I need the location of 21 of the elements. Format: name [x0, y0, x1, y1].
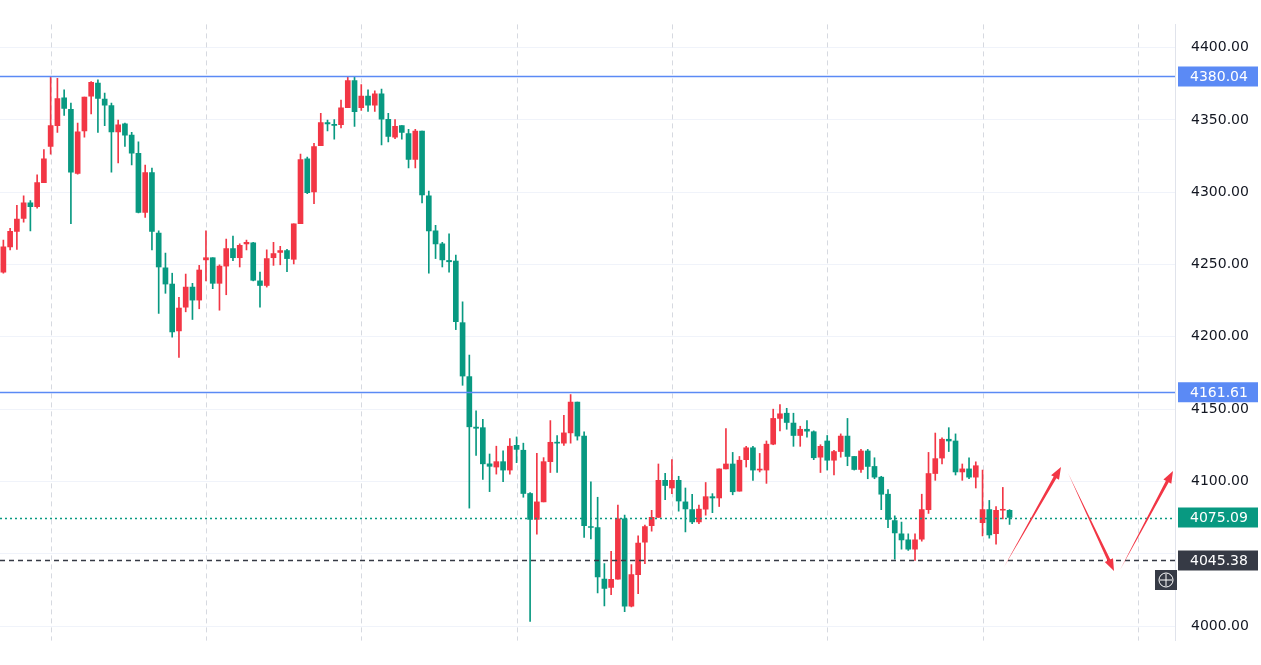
ref-line-label: 4380.04 — [1190, 68, 1248, 85]
y-tick-label: 4250.00 — [1191, 255, 1249, 272]
ref-line-label: 4161.61 — [1190, 384, 1248, 401]
candlestick — [203, 230, 209, 282]
candlestick — [331, 119, 338, 140]
candlestick — [534, 453, 540, 535]
candlestick — [277, 245, 284, 266]
y-tick-label: 4150.00 — [1191, 399, 1249, 416]
ref-line-label: 4045.38 — [1190, 552, 1248, 569]
ref-line-label: 4075.09 — [1190, 509, 1248, 526]
y-tick-label: 4350.00 — [1191, 110, 1249, 127]
candlestick — [257, 271, 263, 308]
y-tick-label: 4000.00 — [1191, 616, 1249, 633]
y-tick-label: 4300.00 — [1191, 182, 1249, 199]
y-tick-label: 4400.00 — [1191, 38, 1249, 55]
candlestick — [115, 119, 122, 164]
candlestick — [723, 428, 729, 470]
y-tick-label: 4200.00 — [1191, 327, 1249, 344]
candlestick — [669, 459, 675, 494]
candlestick — [662, 472, 668, 501]
y-tick-label: 4100.00 — [1191, 472, 1249, 489]
